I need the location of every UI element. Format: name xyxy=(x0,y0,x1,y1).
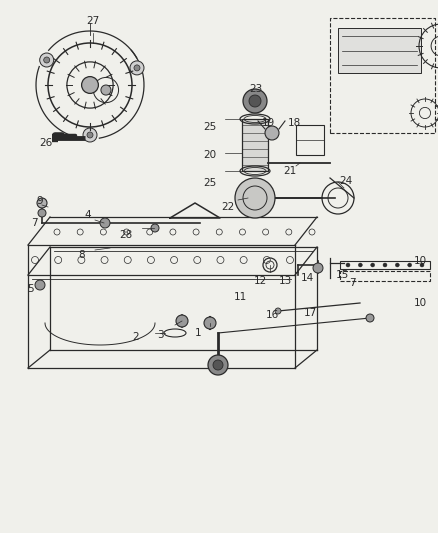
Circle shape xyxy=(81,77,99,93)
Circle shape xyxy=(83,128,97,142)
Circle shape xyxy=(243,89,267,113)
Text: 14: 14 xyxy=(300,273,314,283)
Text: 7: 7 xyxy=(31,218,37,228)
Circle shape xyxy=(408,263,412,267)
Text: 17: 17 xyxy=(304,308,317,318)
Circle shape xyxy=(101,85,111,95)
Text: 9: 9 xyxy=(37,196,43,206)
Text: 21: 21 xyxy=(283,166,297,176)
Text: 18: 18 xyxy=(287,118,300,128)
Text: 22: 22 xyxy=(221,202,235,212)
Text: 5: 5 xyxy=(27,284,33,294)
Circle shape xyxy=(130,61,144,75)
Text: 2: 2 xyxy=(133,332,139,342)
Text: 13: 13 xyxy=(279,276,292,286)
Text: 20: 20 xyxy=(203,150,216,160)
FancyBboxPatch shape xyxy=(242,119,268,171)
Circle shape xyxy=(383,263,387,267)
Circle shape xyxy=(35,280,45,290)
Circle shape xyxy=(275,308,281,314)
Text: 25: 25 xyxy=(203,178,217,188)
Circle shape xyxy=(213,360,223,370)
Text: 16: 16 xyxy=(265,310,279,320)
Circle shape xyxy=(38,209,46,217)
Text: 10: 10 xyxy=(413,256,427,266)
Text: 1: 1 xyxy=(194,328,201,338)
Text: 23: 23 xyxy=(249,84,263,94)
Circle shape xyxy=(87,132,93,138)
Circle shape xyxy=(176,315,188,327)
Circle shape xyxy=(265,126,279,140)
Circle shape xyxy=(151,224,159,232)
Text: 19: 19 xyxy=(261,118,275,128)
Circle shape xyxy=(40,53,54,67)
Circle shape xyxy=(249,95,261,107)
Circle shape xyxy=(37,198,47,208)
Text: 26: 26 xyxy=(39,138,53,148)
Text: 28: 28 xyxy=(120,230,133,240)
Text: 27: 27 xyxy=(86,16,99,26)
Circle shape xyxy=(44,57,49,63)
Text: 25: 25 xyxy=(203,122,217,132)
Circle shape xyxy=(313,263,323,273)
Circle shape xyxy=(366,314,374,322)
Circle shape xyxy=(396,263,399,267)
Circle shape xyxy=(100,218,110,228)
Circle shape xyxy=(358,263,362,267)
Text: 11: 11 xyxy=(233,292,247,302)
Circle shape xyxy=(208,355,228,375)
FancyBboxPatch shape xyxy=(338,28,421,73)
Circle shape xyxy=(134,65,140,71)
Text: 7: 7 xyxy=(349,278,355,288)
Circle shape xyxy=(371,263,374,267)
Text: 12: 12 xyxy=(253,276,267,286)
Text: 15: 15 xyxy=(336,270,349,280)
Text: 8: 8 xyxy=(79,250,85,260)
Text: 4: 4 xyxy=(85,210,91,220)
Circle shape xyxy=(235,178,275,218)
Circle shape xyxy=(420,263,424,267)
Text: 3: 3 xyxy=(157,330,163,340)
Circle shape xyxy=(204,317,216,329)
Text: 24: 24 xyxy=(339,176,353,186)
Circle shape xyxy=(346,263,350,267)
Text: 10: 10 xyxy=(413,298,427,308)
